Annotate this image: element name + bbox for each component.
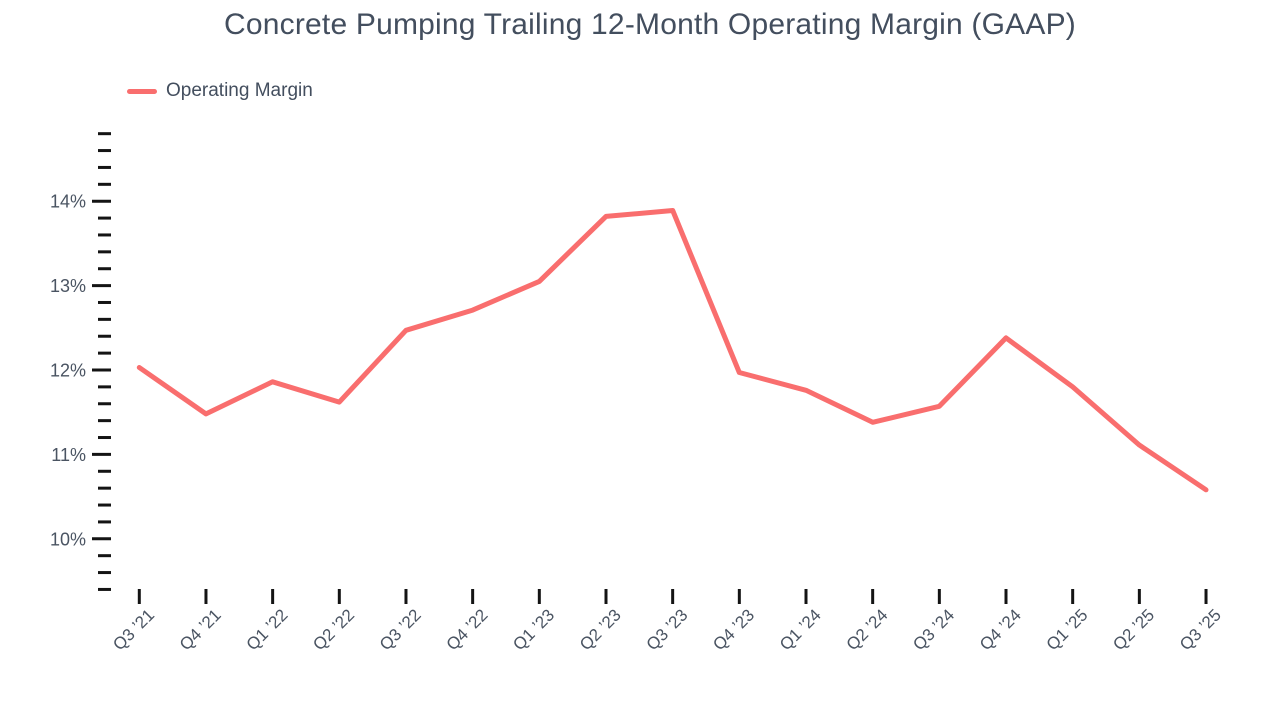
x-axis-label: Q2 ’24 [843, 605, 892, 654]
x-axis-label: Q3 ’22 [376, 605, 425, 654]
y-axis-label: 10% [50, 529, 86, 549]
y-axis: 10% 11% 12% 13% 14% [50, 132, 111, 591]
y-axis-label: 11% [51, 445, 86, 465]
y-axis-label: 12% [50, 361, 86, 381]
x-axis-label: Q3 ’23 [643, 605, 692, 654]
legend: Operating Margin [127, 80, 313, 102]
y-axis-label: 14% [50, 192, 86, 212]
x-axis-label: Q2 ’25 [1109, 605, 1158, 654]
y-axis-label: 13% [50, 276, 86, 296]
x-axis: Q3 ’21 Q4 ’21 Q1 ’22 Q2 ’22 Q3 ’22 Q4 ’22 Q1 ’… [109, 589, 1225, 654]
x-axis-label: Q1 ’22 [243, 605, 292, 654]
x-axis-label: Q3 ’24 [909, 605, 958, 654]
x-axis-label: Q4 ’21 [176, 605, 225, 654]
chart-title: Concrete Pumping Trailing 12-Month Opera… [224, 8, 1076, 41]
x-axis-label: Q4 ’23 [709, 605, 758, 654]
x-axis-label: Q4 ’22 [443, 605, 492, 654]
operating-margin-line [136, 208, 1209, 493]
x-axis-label: Q1 ’23 [509, 605, 558, 654]
x-axis-label: Q1 ’25 [1043, 605, 1092, 654]
x-axis-label: Q3 ’21 [109, 605, 158, 654]
x-axis-label: Q2 ’22 [309, 605, 358, 654]
legend-label: Operating Margin [166, 80, 313, 101]
x-axis-label: Q2 ’23 [576, 605, 625, 654]
x-axis-label: Q3 ’25 [1176, 605, 1225, 654]
x-axis-label: Q4 ’24 [976, 605, 1025, 654]
x-axis-label: Q1 ’24 [776, 605, 825, 654]
legend-line-swatch-icon [127, 88, 157, 94]
